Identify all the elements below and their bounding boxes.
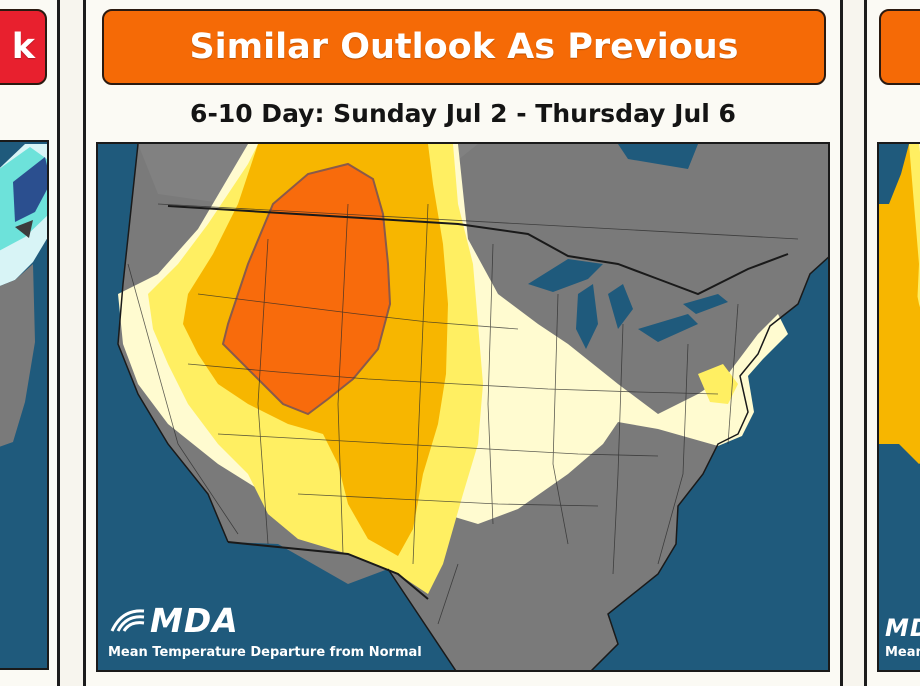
- left-outlook-map: [0, 140, 49, 670]
- right-mda-logo-text: MDA: [885, 614, 920, 642]
- right-map-caption: Mean: [885, 645, 920, 660]
- center-outlook-panel: Similar Outlook As Previous 6-10 Day: Su…: [83, 0, 843, 686]
- mda-logo-text: MDA: [150, 601, 239, 640]
- mda-wave-icon: [110, 608, 145, 632]
- outlook-banner: Similar Outlook As Previous: [102, 9, 826, 85]
- right-outlook-map: MDA Mean: [877, 142, 920, 672]
- left-banner-text: k: [11, 27, 35, 67]
- left-outlook-panel: k: [0, 0, 60, 686]
- right-outlook-panel: MDA Mean: [864, 0, 920, 686]
- banner-title: Similar Outlook As Previous: [189, 27, 739, 67]
- right-mda-logo: MDA: [885, 614, 920, 642]
- forecast-period-title: 6-10 Day: Sunday Jul 2 - Thursday Jul 6: [190, 99, 736, 128]
- us-canada-border: [167, 205, 789, 296]
- mda-logo: MDA: [108, 601, 239, 640]
- temperature-outlook-map: MDA Mean Temperature Departure from Norm…: [96, 142, 830, 672]
- us-temperature-map-svg: [98, 144, 828, 670]
- map-caption: Mean Temperature Departure from Normal: [108, 645, 422, 660]
- left-outlook-banner: k: [0, 9, 47, 85]
- right-outlook-banner: [879, 9, 920, 85]
- state-borders: [127, 203, 799, 625]
- us-mexico-border: [227, 541, 429, 600]
- great-lakes: [528, 259, 728, 349]
